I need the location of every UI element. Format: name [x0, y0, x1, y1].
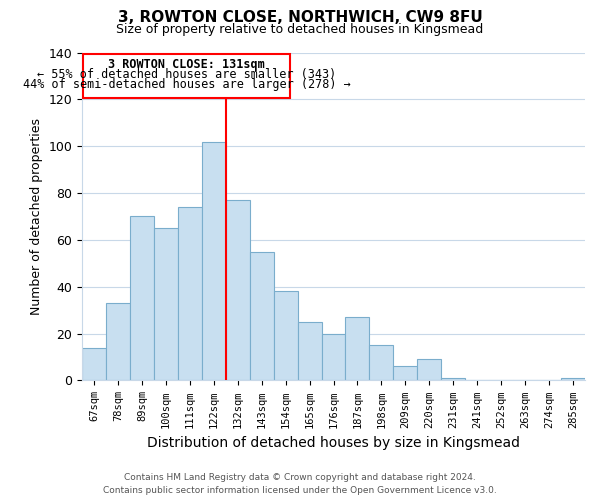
- X-axis label: Distribution of detached houses by size in Kingsmead: Distribution of detached houses by size …: [147, 436, 520, 450]
- Text: 3, ROWTON CLOSE, NORTHWICH, CW9 8FU: 3, ROWTON CLOSE, NORTHWICH, CW9 8FU: [118, 10, 482, 25]
- Bar: [202, 142, 226, 380]
- Bar: [226, 200, 250, 380]
- Text: 3 ROWTON CLOSE: 131sqm: 3 ROWTON CLOSE: 131sqm: [109, 58, 265, 71]
- Text: ← 55% of detached houses are smaller (343): ← 55% of detached houses are smaller (34…: [37, 68, 337, 80]
- Bar: [322, 334, 346, 380]
- Bar: [394, 366, 418, 380]
- Bar: [298, 322, 322, 380]
- Bar: [418, 360, 441, 380]
- Bar: [346, 317, 370, 380]
- Bar: [178, 207, 202, 380]
- Bar: [106, 303, 130, 380]
- Text: Contains HM Land Registry data © Crown copyright and database right 2024.
Contai: Contains HM Land Registry data © Crown c…: [103, 474, 497, 495]
- Bar: [130, 216, 154, 380]
- Bar: [154, 228, 178, 380]
- Bar: [441, 378, 465, 380]
- Bar: [274, 292, 298, 380]
- FancyBboxPatch shape: [83, 54, 290, 98]
- Bar: [82, 348, 106, 380]
- Bar: [250, 252, 274, 380]
- Text: 44% of semi-detached houses are larger (278) →: 44% of semi-detached houses are larger (…: [23, 78, 350, 92]
- Bar: [561, 378, 585, 380]
- Text: Size of property relative to detached houses in Kingsmead: Size of property relative to detached ho…: [116, 22, 484, 36]
- Bar: [370, 346, 394, 380]
- Y-axis label: Number of detached properties: Number of detached properties: [30, 118, 43, 315]
